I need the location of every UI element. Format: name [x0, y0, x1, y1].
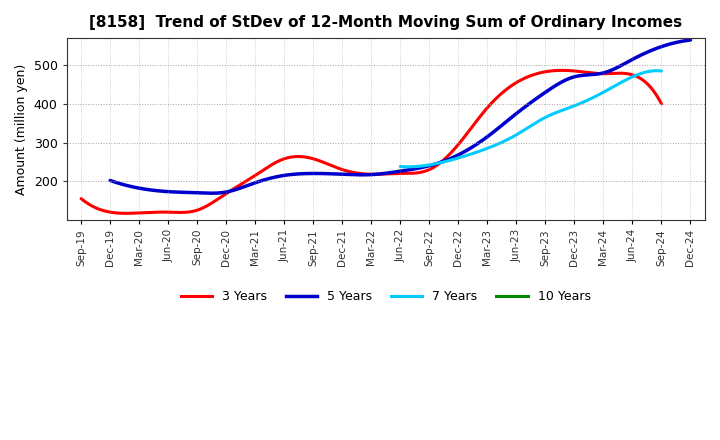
- 7 Years: [404, 164, 413, 169]
- 5 Years: [421, 164, 430, 169]
- 5 Years: [382, 170, 391, 176]
- 7 Years: [396, 164, 405, 169]
- Line: 7 Years: 7 Years: [400, 71, 662, 167]
- 7 Years: [538, 117, 546, 122]
- 7 Years: [652, 68, 661, 73]
- 7 Years: [657, 68, 666, 73]
- 7 Years: [522, 126, 531, 131]
- Line: 5 Years: 5 Years: [110, 40, 690, 193]
- 5 Years: [207, 191, 215, 196]
- 5 Years: [452, 153, 461, 158]
- 7 Years: [552, 110, 561, 115]
- 3 Years: [121, 211, 130, 216]
- 3 Years: [646, 84, 654, 89]
- 5 Years: [673, 40, 682, 45]
- 7 Years: [652, 68, 660, 73]
- 5 Years: [106, 178, 114, 183]
- 3 Years: [554, 68, 562, 73]
- 5 Years: [686, 37, 695, 43]
- 3 Years: [558, 68, 567, 73]
- Y-axis label: Amount (million yen): Amount (million yen): [15, 63, 28, 194]
- Title: [8158]  Trend of StDev of 12-Month Moving Sum of Ordinary Incomes: [8158] Trend of StDev of 12-Month Moving…: [89, 15, 683, 30]
- 3 Years: [354, 171, 362, 176]
- 3 Years: [392, 171, 400, 176]
- 3 Years: [657, 101, 666, 106]
- 7 Years: [521, 127, 529, 132]
- Legend: 3 Years, 5 Years, 7 Years, 10 Years: 3 Years, 5 Years, 7 Years, 10 Years: [176, 285, 595, 308]
- 7 Years: [611, 83, 619, 88]
- Line: 3 Years: 3 Years: [81, 70, 662, 213]
- 5 Years: [386, 170, 395, 175]
- 3 Years: [357, 171, 366, 176]
- 3 Years: [77, 196, 86, 201]
- 3 Years: [423, 168, 432, 173]
- 5 Years: [582, 72, 591, 77]
